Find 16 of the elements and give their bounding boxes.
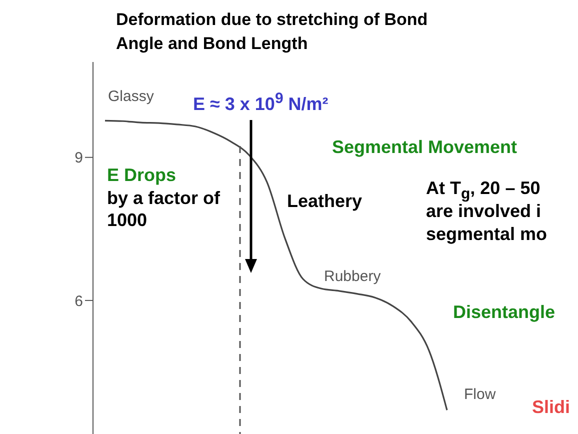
chart-title: Deformation due to stretching of Bond Angle and Bond Length (116, 9, 429, 55)
annotation: At T$_{g}$, 20 – 50 (426, 178, 540, 203)
text: Slidi (532, 396, 570, 418)
y-tick-label: 9 (74, 150, 83, 167)
annotation: by a factor of 1000 (107, 187, 222, 231)
annotation: segmental mo (426, 223, 548, 245)
annotation: Segmental Movement (332, 136, 518, 158)
annotation: Rubbery (324, 267, 381, 287)
annotation: Disentangle (453, 301, 556, 323)
annotation: E ≈ 3 x 10$^{9}$ N/m² (193, 89, 328, 115)
text: Flow (464, 385, 496, 405)
annotation: Leathery (287, 190, 362, 212)
annotation: E Drops (107, 164, 176, 186)
annotation: are involved i (426, 201, 542, 222)
annotation: Glassy (108, 87, 154, 107)
y-tick-label: 6 (74, 292, 83, 310)
